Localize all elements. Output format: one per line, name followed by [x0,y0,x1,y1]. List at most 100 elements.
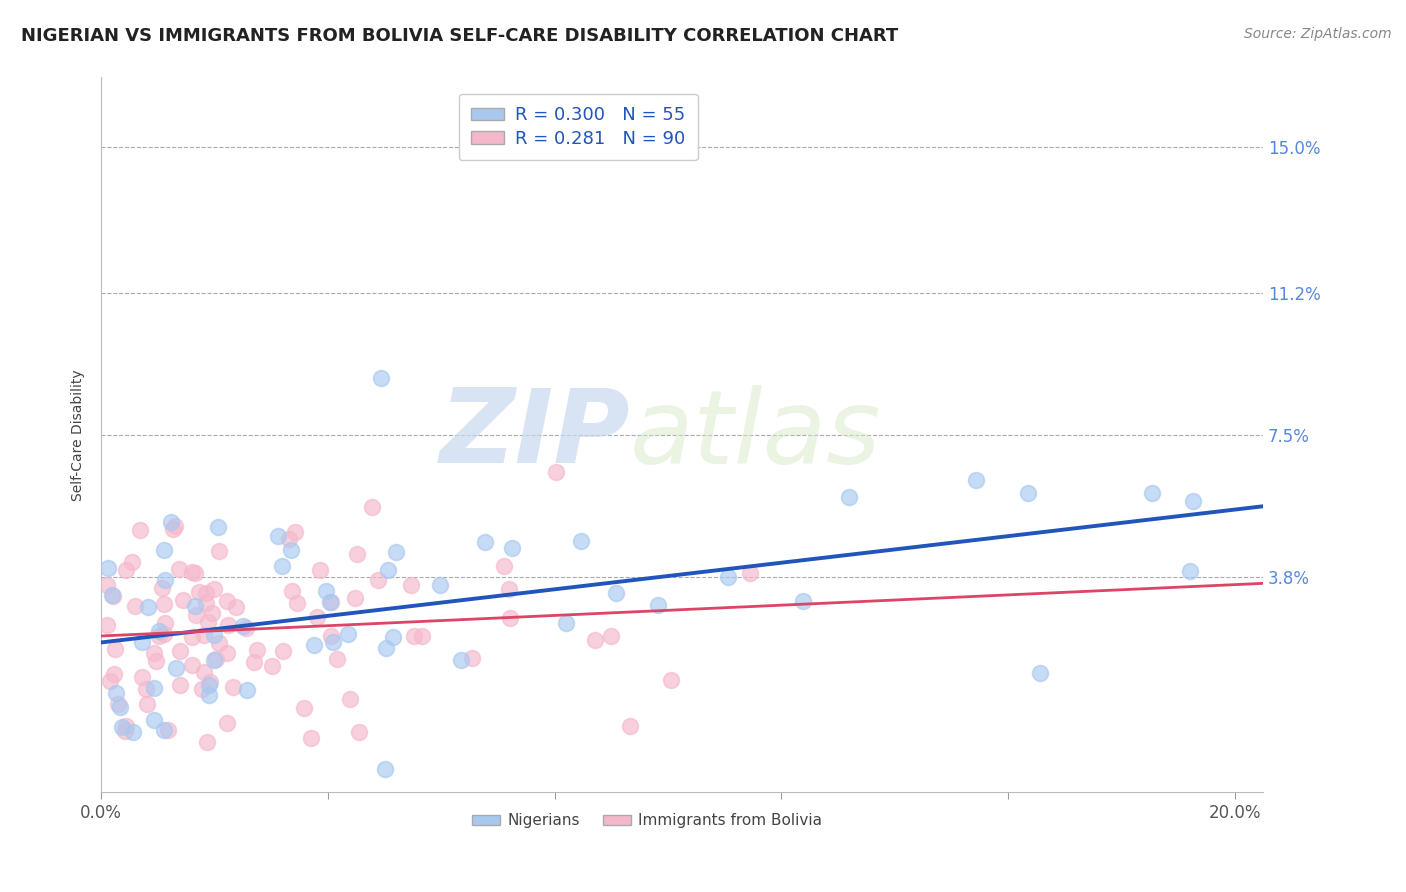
Point [308,563,330,577]
Point [193,665,215,679]
Point [307,610,329,624]
Point [262,658,284,673]
Point [111,720,134,734]
Point [319,595,342,609]
Point [208,636,231,650]
Point [143,713,166,727]
Point [104,642,127,657]
Point [659,673,682,687]
Point [101,588,124,602]
Point [207,520,229,534]
Point [193,628,215,642]
Point [555,615,578,630]
Point [235,621,257,635]
Point [339,692,361,706]
Point [101,589,124,603]
Text: atlas: atlas [630,384,882,484]
Point [122,724,145,739]
Point [377,563,399,577]
Point [131,670,153,684]
Point [169,678,191,692]
Point [198,688,221,702]
Point [583,632,606,647]
Point [184,608,207,623]
Point [124,599,146,614]
Point [374,640,396,655]
Point [498,582,520,597]
Point [492,558,515,573]
Point [215,646,238,660]
Point [273,644,295,658]
Point [278,532,301,546]
Point [266,529,288,543]
Point [215,715,238,730]
Point [965,473,987,487]
Point [292,701,315,715]
Point [429,578,451,592]
Point [236,683,259,698]
Point [569,534,592,549]
Point [172,592,194,607]
Point [280,542,302,557]
Point [1182,493,1205,508]
Point [1017,485,1039,500]
Point [153,626,176,640]
Point [155,616,177,631]
Point [108,700,131,714]
Point [304,638,326,652]
Point [100,674,122,689]
Point [180,631,202,645]
Point [326,652,349,666]
Point [197,678,219,692]
Point [181,657,204,672]
Point [194,586,217,600]
Point [232,618,254,632]
Point [217,593,239,607]
Point [385,545,408,559]
Point [1178,564,1201,578]
Point [315,584,337,599]
Point [321,629,343,643]
Point [96,577,118,591]
Point [381,631,404,645]
Point [156,723,179,737]
Point [202,628,225,642]
Point [200,606,222,620]
Point [107,697,129,711]
Point [411,628,433,642]
Point [153,543,176,558]
Point [159,516,181,530]
Point [162,522,184,536]
Point [243,655,266,669]
Text: ZIP: ZIP [439,384,630,485]
Point [121,555,143,569]
Point [281,583,304,598]
Point [165,661,187,675]
Point [202,582,225,596]
Point [195,735,218,749]
Point [474,535,496,549]
Point [367,574,389,588]
Point [499,611,522,625]
Text: NIGERIAN VS IMMIGRANTS FROM BOLIVIA SELF-CARE DISABILITY CORRELATION CHART: NIGERIAN VS IMMIGRANTS FROM BOLIVIA SELF… [21,27,898,45]
Point [322,635,344,649]
Point [150,581,173,595]
Point [103,666,125,681]
Point [374,762,396,776]
Point [717,570,740,584]
Point [225,600,247,615]
Point [183,599,205,614]
Point [246,642,269,657]
Point [148,628,170,642]
Point [165,519,187,533]
Point [792,594,814,608]
Point [148,624,170,638]
Point [153,597,176,611]
Point [169,644,191,658]
Point [360,500,382,515]
Point [208,544,231,558]
Point [191,682,214,697]
Point [205,652,228,666]
Point [96,618,118,632]
Point [197,615,219,629]
